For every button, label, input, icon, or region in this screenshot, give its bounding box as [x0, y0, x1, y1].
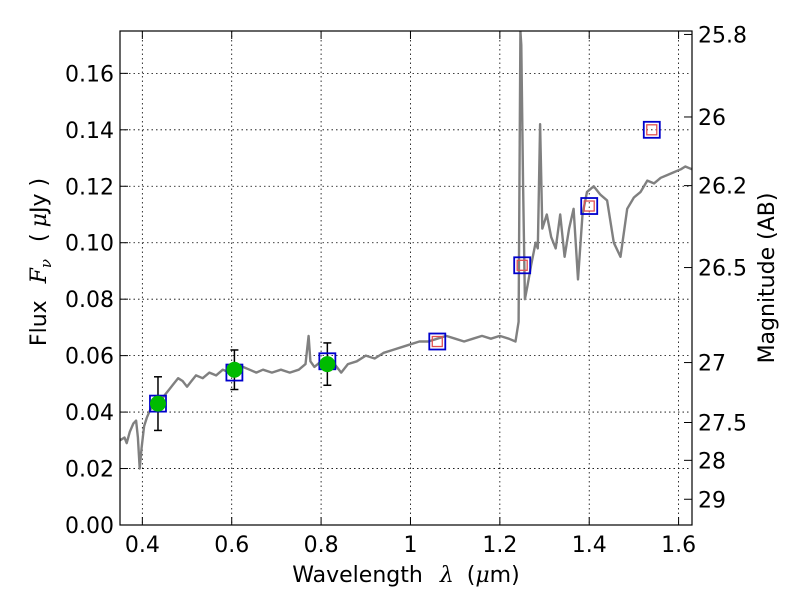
model-point-inner: [583, 200, 595, 212]
x-axis-label-paren: (: [467, 563, 476, 588]
y2-tick-label: 26: [698, 106, 726, 131]
x-axis-label-lambda: λ: [439, 563, 454, 588]
y-tick-label: 0.04: [65, 401, 114, 426]
x-axis-label-unit: m): [490, 563, 520, 588]
x-axis-label-mu: μ: [475, 563, 489, 588]
x-tick-label: 1: [403, 533, 417, 558]
y-axis-label-prefix: Flux: [27, 300, 52, 346]
observed-point: [319, 356, 336, 373]
y2-tick-label: 27: [698, 352, 726, 377]
y-tick-label: 0.02: [65, 458, 114, 483]
y-tick-label: 0.06: [65, 345, 114, 370]
observed-point: [226, 361, 243, 378]
x-axis-label: Wavelength λ (μm): [292, 563, 519, 588]
x-axis-label-prefix: Wavelength: [292, 563, 423, 588]
model-point-inner: [516, 259, 528, 271]
x-tick-label: 1.4: [572, 533, 607, 558]
plot-area: [120, 31, 692, 525]
y-axis-label-mu: μ: [27, 213, 52, 227]
observed-point: [149, 395, 166, 412]
y2-tick-label: 26.5: [698, 257, 747, 282]
plot-frame: [119, 30, 693, 526]
model-point-inner: [646, 124, 658, 136]
model-point: [428, 332, 447, 351]
y2-axis-label: Magnitude (AB): [755, 193, 780, 364]
spectrum-line: [120, 31, 692, 470]
y2-tick-label: 29: [698, 488, 726, 513]
y2-tick-label: 28: [698, 449, 726, 474]
x-tick-label: 0.4: [125, 533, 160, 558]
y-axis-label: Flux Fν ( μJy ): [27, 178, 57, 346]
y2-tick-label: 25.8: [698, 23, 747, 48]
y-tick-label: 0.16: [65, 62, 114, 87]
y-tick-label: 0.08: [65, 288, 114, 313]
plot-clip: [120, 31, 692, 470]
y-axis-label-F: F: [27, 267, 52, 284]
x-tick-label: 0.6: [214, 533, 249, 558]
y2-tick-label: 26.2: [698, 175, 747, 200]
model-point: [642, 120, 661, 139]
ticks: [120, 31, 692, 526]
model-point: [513, 256, 532, 275]
y-axis-label-unit: Jy ): [27, 178, 52, 215]
y-tick-label: 0.12: [65, 175, 114, 200]
x-tick-label: 1.2: [482, 533, 517, 558]
x-tick-label: 0.8: [304, 533, 339, 558]
plot-content: [120, 31, 692, 470]
y-tick-label: 0.10: [65, 232, 114, 257]
x-tick-label: 1.6: [661, 533, 696, 558]
y-axis-label-paren: (: [27, 233, 52, 242]
tick-labels: 0.4 0.6 0.8 1 1.2 1.4 1.6 0.00 0.02 0.04 0.06 0.08 0…: [65, 23, 747, 558]
y-tick-label: 0.14: [65, 119, 114, 144]
model-point: [580, 197, 599, 215]
y-axis-label-nu: ν: [37, 259, 55, 268]
y-tick-label: 0.00: [65, 514, 114, 539]
y2-tick-label: 27.5: [698, 412, 747, 437]
model-point-inner: [431, 335, 443, 348]
